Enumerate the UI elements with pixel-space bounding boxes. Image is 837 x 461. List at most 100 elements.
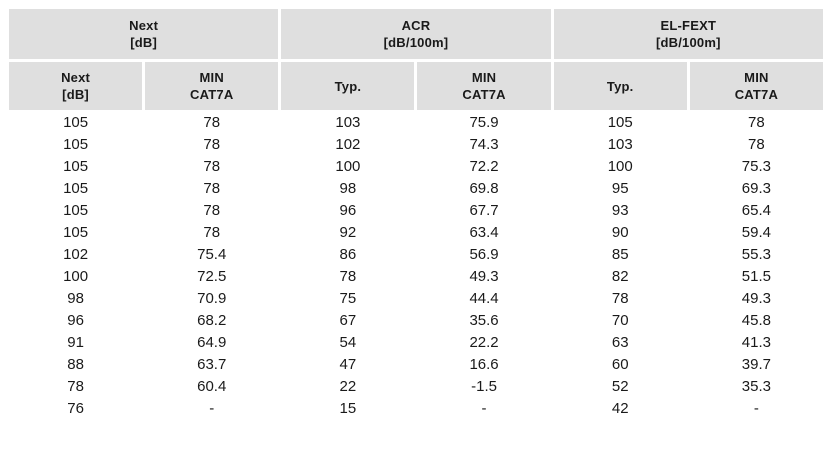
table-row: 76 - 15 - 42 -: [9, 399, 823, 418]
table-cell: 105: [607, 114, 633, 131]
table-cell: 105: [63, 202, 89, 219]
table-cell: 100: [335, 158, 361, 175]
table-cell: 65.4: [741, 202, 771, 219]
table-cell: -: [481, 400, 487, 417]
group-title: EL-FEXT: [660, 18, 717, 33]
subheader-typ: Typ.: [553, 62, 687, 110]
table-cell: 95: [611, 180, 629, 197]
table-cell: 86: [339, 246, 357, 263]
table-cell: 75.9: [469, 114, 499, 131]
table-cell: 105: [63, 136, 89, 153]
table-cell: 96: [67, 312, 84, 329]
table-cell: 98: [339, 180, 357, 197]
table-cell: 78: [748, 136, 765, 153]
subheader-line: Next: [61, 70, 91, 85]
table-cell: 60: [611, 356, 629, 373]
table-row: 105 78 100 72.2 100 75.3: [9, 157, 823, 176]
table-cell: 78: [203, 180, 221, 197]
table-cell: -1.5: [471, 378, 497, 395]
subheader-min-cat7a: MIN CAT7A: [689, 62, 823, 110]
table-cell: 49.3: [741, 290, 771, 307]
table-cell: 49.3: [469, 268, 499, 285]
subheader-line: CAT7A: [190, 87, 234, 102]
group-title: ACR: [401, 18, 431, 33]
subheader-min-cat7a: MIN CAT7A: [145, 62, 279, 110]
subheader-line: MIN: [744, 70, 769, 85]
subheader-line: Typ.: [334, 78, 362, 94]
table-cell: 51.5: [741, 268, 771, 285]
table-cell: 35.6: [469, 312, 499, 329]
table-cell: 90: [611, 224, 629, 241]
subheader-line: [dB]: [62, 87, 89, 102]
table-cell: 78: [67, 378, 84, 395]
table-row: 91 64.9 54 22.2 63 41.3: [9, 333, 823, 352]
table-cell: 60.4: [197, 378, 227, 395]
group-title: Next: [129, 18, 159, 33]
table-cell: 22.2: [469, 334, 499, 351]
table-row: 100 72.5 78 49.3 82 51.5: [9, 267, 823, 286]
table-cell: 67: [339, 312, 357, 329]
table-cell: 47: [339, 356, 357, 373]
subheader-line: CAT7A: [462, 87, 506, 102]
table-cell: 75: [339, 290, 357, 307]
table-cell: 54: [339, 334, 357, 351]
table-cell: 88: [67, 356, 84, 373]
table-cell: 44.4: [469, 290, 499, 307]
table-cell: 82: [611, 268, 629, 285]
table-cell: 39.7: [741, 356, 771, 373]
table-row: 105 78 98 69.8 95 69.3: [9, 179, 823, 198]
table-cell: 55.3: [741, 246, 771, 263]
table-cell: 100: [607, 158, 633, 175]
table-cell: 45.8: [741, 312, 771, 329]
spec-table-container: Next [dB] ACR [dB/100m] EL-FEXT [dB/100m…: [9, 9, 829, 418]
table-cell: 63.4: [469, 224, 499, 241]
table-cell: 41.3: [741, 334, 771, 351]
table-cell: 70.9: [197, 290, 227, 307]
table-cell: 67.7: [469, 202, 499, 219]
table-row: 105 78 92 63.4 90 59.4: [9, 223, 823, 242]
table-cell: 15: [339, 400, 357, 417]
table-cell: 59.4: [741, 224, 771, 241]
table-cell: 103: [607, 136, 633, 153]
table-cell: 52: [611, 378, 629, 395]
table-cell: 22: [339, 378, 357, 395]
table-row: 78 60.4 22 -1.5 52 35.3: [9, 377, 823, 396]
table-cell: 78: [748, 114, 765, 131]
table-cell: 78: [203, 114, 221, 131]
table-cell: 102: [335, 136, 361, 153]
table-cell: -: [209, 400, 215, 417]
table-cell: 69.3: [741, 180, 771, 197]
table-cell: 72.2: [469, 158, 499, 175]
table-cell: 72.5: [197, 268, 227, 285]
table-cell: 16.6: [469, 356, 499, 373]
table-row: 96 68.2 67 35.6 70 45.8: [9, 311, 823, 330]
group-header-next: Next [dB]: [9, 9, 279, 59]
group-header-acr: ACR [dB/100m]: [281, 9, 551, 59]
table-row: 105 78 96 67.7 93 65.4: [9, 201, 823, 220]
table-cell: 42: [611, 400, 629, 417]
table-cell: 74.3: [469, 136, 499, 153]
table-cell: 103: [335, 114, 361, 131]
spec-table: Next [dB] ACR [dB/100m] EL-FEXT [dB/100m…: [6, 6, 826, 421]
subheader-line: MIN: [199, 70, 224, 85]
table-cell: 35.3: [741, 378, 771, 395]
table-cell: 105: [63, 158, 89, 175]
table-cell: 78: [339, 268, 357, 285]
table-cell: 78: [203, 202, 221, 219]
subheader-line: Typ.: [606, 78, 634, 94]
table-cell: 100: [63, 268, 89, 285]
table-row: 88 63.7 47 16.6 60 39.7: [9, 355, 823, 374]
table-cell: 75.3: [741, 158, 771, 175]
table-cell: 69.8: [469, 180, 499, 197]
table-cell: 98: [67, 290, 84, 307]
table-cell: 93: [611, 202, 629, 219]
group-unit: [dB]: [130, 35, 158, 50]
group-header-el-fext: EL-FEXT [dB/100m]: [553, 9, 823, 59]
table-cell: 64.9: [197, 334, 227, 351]
subheader-typ: Typ.: [281, 62, 415, 110]
table-body: 105 78 103 75.9 105 78 105 78 102 74.3 103 78 105 78 1…: [9, 113, 823, 418]
table-row: 105 78 103 75.9 105 78: [9, 113, 823, 132]
table-cell: 105: [63, 224, 89, 241]
table-row: 105 78 102 74.3 103 78: [9, 135, 823, 154]
table-row: 102 75.4 86 56.9 85 55.3: [9, 245, 823, 264]
